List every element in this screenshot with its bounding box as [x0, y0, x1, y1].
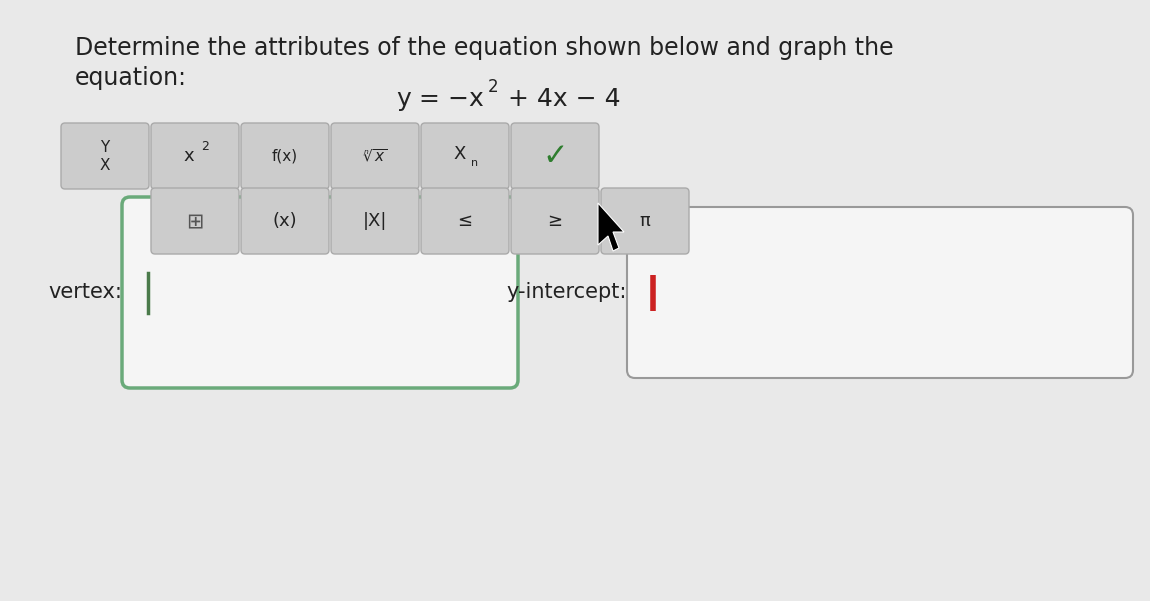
Text: f(x): f(x): [271, 148, 298, 163]
FancyBboxPatch shape: [122, 197, 518, 388]
FancyBboxPatch shape: [601, 188, 689, 254]
Text: $\sqrt[n]{x}$: $\sqrt[n]{x}$: [362, 147, 388, 165]
Text: 2: 2: [488, 78, 499, 96]
Text: ≥: ≥: [547, 212, 562, 230]
Text: y = $-$x: y = $-$x: [397, 89, 485, 113]
FancyBboxPatch shape: [421, 188, 509, 254]
Text: x: x: [184, 147, 194, 165]
Text: X: X: [100, 159, 110, 174]
Polygon shape: [598, 203, 624, 251]
Text: ⊞: ⊞: [186, 211, 204, 231]
Text: y-intercept:: y-intercept:: [507, 282, 627, 302]
Text: n: n: [472, 158, 478, 168]
FancyBboxPatch shape: [242, 188, 329, 254]
Text: 2: 2: [201, 139, 209, 153]
FancyBboxPatch shape: [151, 188, 239, 254]
Text: π: π: [639, 212, 651, 230]
Text: X: X: [454, 145, 466, 163]
FancyBboxPatch shape: [331, 188, 419, 254]
FancyBboxPatch shape: [331, 123, 419, 189]
FancyBboxPatch shape: [421, 123, 509, 189]
Text: (x): (x): [273, 212, 298, 230]
Text: |X|: |X|: [362, 212, 388, 230]
Text: equation:: equation:: [75, 66, 187, 90]
Text: ≤: ≤: [458, 212, 473, 230]
FancyBboxPatch shape: [627, 207, 1133, 378]
Text: Y: Y: [100, 139, 109, 154]
FancyBboxPatch shape: [61, 123, 150, 189]
FancyBboxPatch shape: [151, 123, 239, 189]
FancyBboxPatch shape: [242, 123, 329, 189]
Text: ✓: ✓: [543, 141, 568, 171]
FancyBboxPatch shape: [511, 188, 599, 254]
Text: vertex:: vertex:: [48, 282, 122, 302]
FancyBboxPatch shape: [511, 123, 599, 189]
Text: Determine the attributes of the equation shown below and graph the: Determine the attributes of the equation…: [75, 36, 894, 60]
Text: + 4x − 4: + 4x − 4: [500, 87, 621, 111]
